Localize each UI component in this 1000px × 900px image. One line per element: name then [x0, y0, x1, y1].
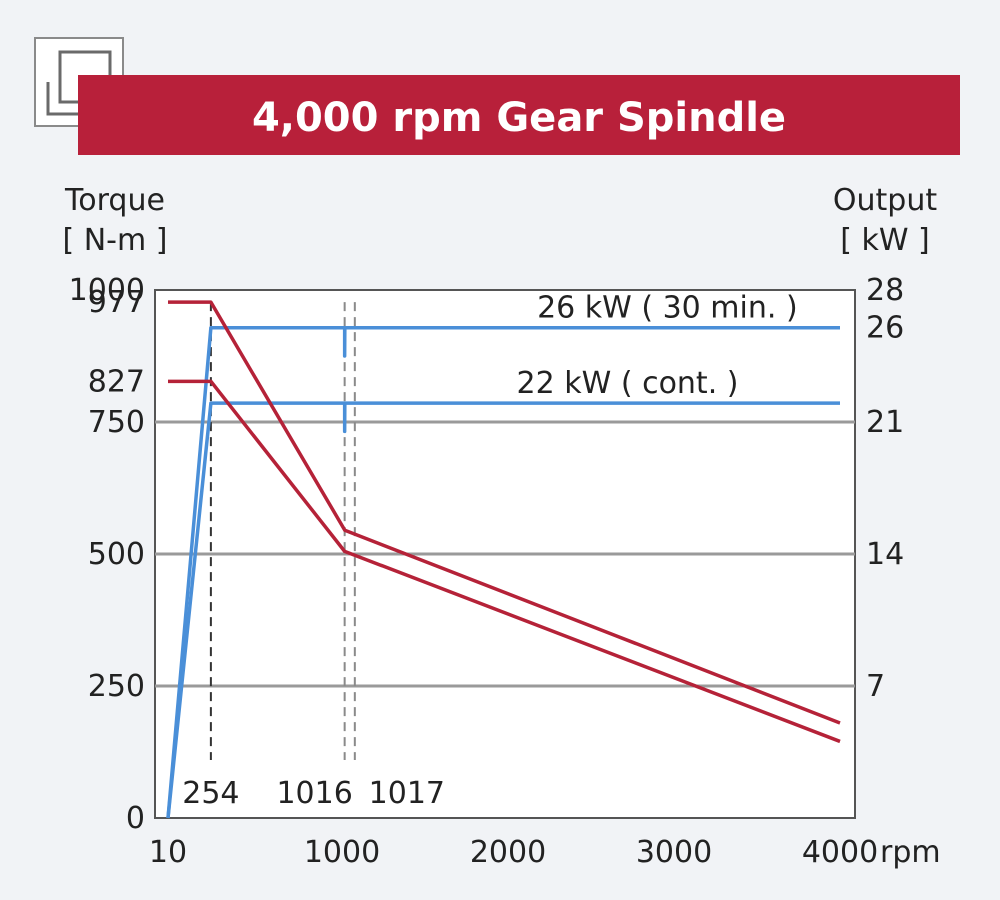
marker-label: 1016 — [276, 776, 352, 811]
y-right-tick-label: 26 — [866, 311, 904, 346]
series-line — [168, 300, 841, 725]
y-left-tick-label: 977 — [88, 285, 145, 320]
x-tick-label: 2000 — [470, 835, 546, 870]
y-left-tick-label: 750 — [88, 405, 145, 440]
y-left-tick-label: 0 — [126, 801, 145, 836]
series-lines — [166, 300, 841, 819]
x-tick-label: 1000 — [304, 835, 380, 870]
x-tick-label: 10 — [149, 835, 187, 870]
y-left-tick-label: 250 — [88, 669, 145, 704]
y-left-tick-label: 1000 — [69, 273, 145, 308]
series-line — [168, 379, 841, 744]
y-left-tick-label: 827 — [88, 364, 145, 399]
y-right-tick-label: 14 — [866, 537, 904, 572]
series-annotation: 26 kW ( 30 min. ) — [537, 291, 798, 326]
right-axis-unit: [ kW ] — [840, 223, 930, 258]
title-banner — [78, 75, 960, 155]
series-line — [166, 401, 840, 819]
right-axis-title: Output — [833, 183, 937, 218]
y-right-tick-label: 28 — [866, 273, 904, 308]
series-annotation: 22 kW ( cont. ) — [517, 366, 739, 401]
series-line — [166, 325, 840, 819]
x-tick-label: 3000 — [636, 835, 712, 870]
y-left-tick-label: 500 — [88, 537, 145, 572]
annotations: 26 kW ( 30 min. ) 22 kW ( cont. ) — [517, 291, 798, 401]
marker-label: 254 — [182, 776, 239, 811]
grid — [155, 420, 855, 688]
y-right-tick-label: 7 — [866, 669, 885, 704]
left-axis-title: Torque — [64, 183, 165, 218]
chart-title: 4,000 rpm Gear Spindle — [252, 95, 786, 141]
y-right-tick-label: 21 — [866, 405, 904, 440]
x-tick-label: 4000 — [802, 835, 878, 870]
left-axis-unit: [ N-m ] — [63, 223, 168, 258]
tick-labels: 10 1000 2000 3000 40000250500750827977100071… — [69, 273, 905, 870]
marker-label: 1017 — [369, 776, 445, 811]
x-axis-label: rpm — [880, 835, 941, 870]
